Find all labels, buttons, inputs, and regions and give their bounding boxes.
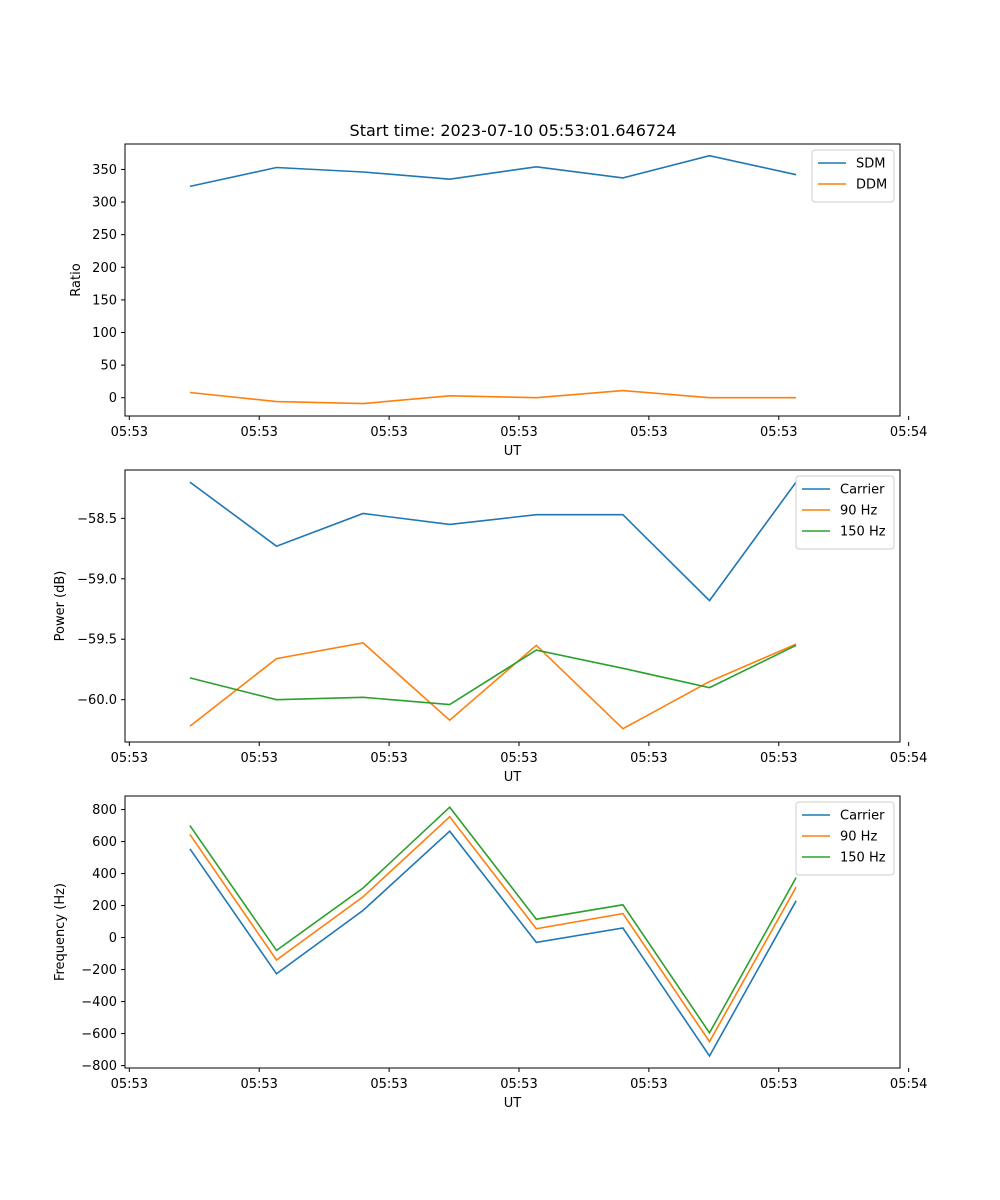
frequency-y-tick-label: 200 <box>92 899 117 914</box>
frequency-y-tick-label: −200 <box>81 963 117 978</box>
ratio-y-tick-label: 250 <box>92 228 117 243</box>
ratio-x-tick-label: 05:53 <box>240 425 277 440</box>
power-x-tick-label: 05:53 <box>500 751 537 766</box>
ratio-legend-label: SDM <box>856 157 885 172</box>
ratio-y-tick-label: 100 <box>92 326 117 341</box>
frequency-legend-label: 90 Hz <box>840 830 877 845</box>
frequency-legend-label: Carrier <box>840 809 885 824</box>
frequency-y-tick-label: −800 <box>81 1059 117 1074</box>
frequency-y-tick-label: 800 <box>92 803 117 818</box>
ratio-y-tick-label: 0 <box>109 391 117 406</box>
power-x-axis-label: UT <box>504 770 522 785</box>
chart-title: Start time: 2023-07-10 05:53:01.646724 <box>350 121 677 140</box>
ratio-panel: 05:53 05:53 05:53 05:53 05:53 05:53 05:54 0 50 10… <box>69 143 927 459</box>
ratio-series-line-sdm <box>189 154 797 188</box>
power-y-axis-label: Power (dB) <box>53 571 68 642</box>
frequency-y-tick-label: 0 <box>109 931 117 946</box>
power-x-tick-label: 05:53 <box>370 751 407 766</box>
power-x-tick-label: 05:53 <box>760 751 797 766</box>
power-x-tick-label: 05:53 <box>630 751 667 766</box>
frequency-y-axis-label: Frequency (Hz) <box>53 883 68 981</box>
power-x-tick-label: 05:53 <box>111 751 148 766</box>
ratio-x-tick-label: 05:54 <box>890 425 927 440</box>
ratio-legend-label: DDM <box>856 178 887 193</box>
power-x-tick-label: 05:53 <box>240 751 277 766</box>
frequency-axes-frame <box>124 795 901 1069</box>
frequency-x-tick-label: 05:53 <box>370 1077 407 1092</box>
frequency-series-line-carrier <box>189 830 797 1058</box>
power-series-line-90-hz <box>189 642 797 730</box>
frequency-legend-label: 150 Hz <box>840 851 886 866</box>
ratio-y-tick-label: 150 <box>92 293 117 308</box>
power-legend-label: 90 Hz <box>840 504 877 519</box>
frequency-y-tick-label: 400 <box>92 867 117 882</box>
ratio-series-line-ddm <box>189 389 797 405</box>
frequency-x-tick-label: 05:53 <box>500 1077 537 1092</box>
frequency-x-axis-label: UT <box>504 1096 522 1111</box>
frequency-series-line-90-hz <box>189 815 797 1044</box>
power-panel: 05:53 05:53 05:53 05:53 05:53 05:53 05:54 −60.0… <box>53 469 927 785</box>
frequency-panel: 05:53 05:53 05:53 05:53 05:53 05:53 05:54 −800 −… <box>53 795 927 1111</box>
power-legend-label: Carrier <box>840 483 885 498</box>
power-y-tick-label: −60.0 <box>77 693 117 708</box>
ratio-x-tick-label: 05:53 <box>630 425 667 440</box>
power-x-tick-label: 05:54 <box>890 751 927 766</box>
frequency-x-tick-label: 05:54 <box>890 1077 927 1092</box>
frequency-x-tick-label: 05:53 <box>240 1077 277 1092</box>
ratio-x-axis-label: UT <box>504 444 522 459</box>
ratio-axes-frame <box>124 143 901 417</box>
ratio-y-axis-label: Ratio <box>69 263 84 296</box>
frequency-y-tick-label: −400 <box>81 995 117 1010</box>
ratio-x-tick-label: 05:53 <box>500 425 537 440</box>
frequency-y-tick-label: −600 <box>81 1027 117 1042</box>
power-series-line-carrier <box>189 481 797 602</box>
frequency-y-tick-label: 600 <box>92 835 117 850</box>
power-y-tick-label: −58.5 <box>77 512 117 527</box>
ratio-x-tick-label: 05:53 <box>370 425 407 440</box>
frequency-series-line-150-hz <box>189 806 797 1035</box>
ratio-y-tick-label: 300 <box>92 196 117 211</box>
ratio-y-tick-label: 200 <box>92 261 117 276</box>
frequency-x-tick-label: 05:53 <box>111 1077 148 1092</box>
power-legend-label: 150 Hz <box>840 525 886 540</box>
power-series-line-150-hz <box>189 644 797 706</box>
ratio-y-tick-label: 50 <box>100 359 117 374</box>
frequency-x-tick-label: 05:53 <box>760 1077 797 1092</box>
ratio-y-tick-label: 350 <box>92 163 117 178</box>
power-y-tick-label: −59.5 <box>77 633 117 648</box>
power-axes-frame <box>124 469 901 743</box>
frequency-x-tick-label: 05:53 <box>630 1077 667 1092</box>
power-y-tick-label: −59.0 <box>77 572 117 587</box>
ratio-x-tick-label: 05:53 <box>111 425 148 440</box>
ratio-x-tick-label: 05:53 <box>760 425 797 440</box>
